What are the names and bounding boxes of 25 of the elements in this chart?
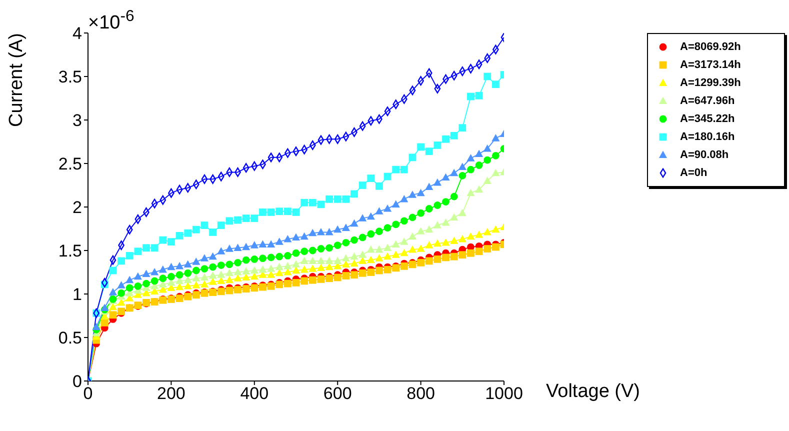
x-tick-label: 800 [406,384,435,404]
y-tick-label: 4 [72,24,82,44]
y-tick-label: 2 [72,198,82,218]
x-tick-label: 200 [157,384,186,404]
annotation: ×10$^{-6}$ [88,8,134,34]
y-tick-label: 1 [72,285,82,304]
x-tick-label: 1000 [485,384,523,404]
legend-label: A=647.96h [680,95,735,107]
y-tick-label: 1.5 [58,242,82,261]
y-tick-label: 2.5 [58,154,82,174]
x-tick-label: 400 [240,384,269,404]
y-axis-title: Current (A) [6,33,28,129]
legend-label: A=8069.92h [680,41,741,53]
x-axis-title: Voltage (V) [546,381,640,402]
y-tick-label: 0 [72,372,82,392]
legend-label: A=0h [680,167,708,179]
y-tick-label: 3.5 [58,68,82,87]
legend-label: A=90.08h [680,149,729,161]
legend-label: A=180.16h [680,131,735,143]
legend-label: A=1299.39h [680,77,741,89]
x-tick-label: 600 [323,384,352,404]
y-tick-label: 3 [72,111,82,130]
y-tick-label: 0.5 [58,328,82,348]
legend-label: A=3173.14h [680,59,741,71]
legend-label: A=345.22h [680,113,735,125]
